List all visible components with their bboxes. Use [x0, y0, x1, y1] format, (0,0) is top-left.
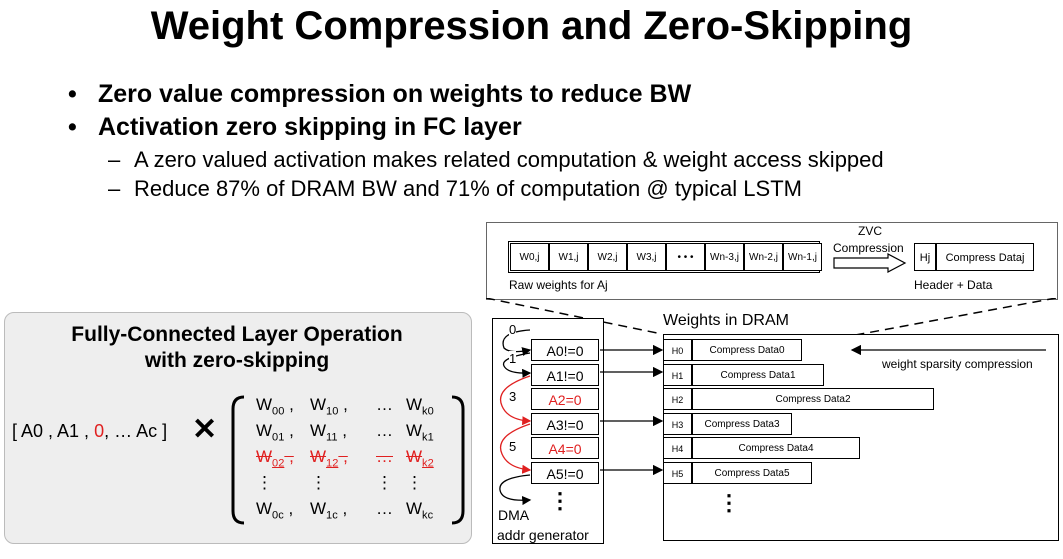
- step-label: 5: [509, 439, 517, 454]
- bullet-symbol: •: [68, 80, 77, 108]
- activation-entry: A2=0: [531, 388, 599, 410]
- matrix-cell: W0c ,: [256, 499, 294, 522]
- raw-weight-cell: • • •: [666, 243, 705, 271]
- bullet-text: Zero value compression on weights to red…: [98, 80, 692, 108]
- dram-data-cell: Compress Data3: [692, 412, 792, 435]
- weight-matrix: W00 , W10 , … Wk0 W01 , W11 , … Wk1 W02 , W12 , … W…: [256, 395, 456, 527]
- matrix-brackets: [231, 395, 465, 525]
- raw-weight-cell: W3,j: [627, 243, 666, 271]
- raw-weight-cell: Wn-2,j: [744, 243, 783, 271]
- dram-dots: ⋮: [718, 490, 740, 515]
- matrix-cell: ⋮: [406, 473, 423, 492]
- dram-header-cell: H0: [663, 339, 692, 361]
- matrix-cell: Wk2: [406, 447, 434, 470]
- bullet-symbol: •: [68, 113, 77, 141]
- matrix-cell: Wkc: [406, 499, 434, 522]
- matrix-cell: W12 ,: [310, 447, 348, 470]
- dash-symbol: –: [108, 147, 121, 172]
- vector-open: [ A0 , A1 ,: [12, 421, 90, 441]
- raw-weight-cell: W0,j: [510, 243, 549, 271]
- vector-zero: 0: [94, 421, 105, 441]
- zvc-label: ZVC: [858, 224, 882, 238]
- matrix-cell: …: [376, 395, 393, 414]
- dram-data-cell: Compress Data4: [692, 437, 860, 459]
- dram-data-cell: Compress Data0: [692, 339, 802, 361]
- matrix-cell: …: [376, 499, 393, 518]
- matrix-cell: W10 ,: [310, 395, 348, 418]
- activation-vector: [ A0 , A1 , 0, … Ac ]: [12, 421, 167, 442]
- fc-panel-title: Fully-Connected Layer Operation with zer…: [4, 322, 470, 374]
- matrix-cell: W1c ,: [310, 499, 348, 522]
- bullet-text: Activation zero skipping in FC layer: [98, 113, 522, 141]
- step-label: 3: [509, 389, 517, 404]
- sub-bullet-text: Reduce 87% of DRAM BW and 71% of computa…: [134, 176, 802, 201]
- activation-entry: A1!=0: [531, 363, 599, 386]
- pointer-arrows: [600, 344, 1046, 476]
- matrix-cell: W00 ,: [256, 395, 294, 418]
- addr-generator-label: addr generator: [497, 527, 589, 543]
- fc-layer-panel: [4, 312, 472, 544]
- sub-bullet-text: A zero valued activation makes related c…: [134, 147, 884, 172]
- dram-header-cell: H1: [663, 363, 692, 386]
- activation-entry: A3!=0: [531, 412, 599, 435]
- raw-weights-label: Raw weights for Aj: [509, 278, 608, 292]
- matrix-cell: W02 ,: [256, 447, 294, 470]
- dash-symbol: –: [108, 176, 121, 201]
- vector-close: , … Ac ]: [104, 421, 168, 441]
- dram-data-cell: Compress Data1: [692, 363, 824, 386]
- dram-data-cell: Compress Data2: [692, 388, 934, 410]
- fc-title-line2: with zero-skipping: [144, 349, 330, 372]
- step-label: 0: [509, 322, 517, 337]
- dram-header-cell: H2: [663, 388, 692, 410]
- raw-weight-cell: W1,j: [549, 243, 588, 271]
- matrix-cell: W11 ,: [310, 421, 347, 444]
- activation-entry: A4=0: [531, 437, 599, 459]
- fc-title-line1: Fully-Connected Layer Operation: [71, 323, 403, 346]
- dma-label: DMA: [498, 507, 530, 523]
- compress-data-cell: Compress Dataj: [936, 243, 1034, 271]
- dram-data-cell: Compress Data5: [692, 461, 812, 484]
- compression-arrow-icon: [833, 253, 907, 273]
- dma-dots: ⋮: [549, 488, 571, 513]
- matrix-cell: …: [376, 447, 393, 466]
- header-cell: Hj: [914, 243, 936, 271]
- matrix-cell: ⋮: [376, 473, 393, 492]
- raw-weight-cell: Wn-1,j: [783, 243, 822, 271]
- multiply-icon: ✕: [192, 413, 218, 446]
- dram-header-cell: H5: [663, 461, 692, 484]
- matrix-cell: W01 ,: [256, 421, 294, 444]
- raw-weight-cell: W2,j: [588, 243, 627, 271]
- activation-entry: A5!=0: [531, 461, 599, 484]
- matrix-cell: Wk1: [406, 421, 434, 444]
- activation-entry: A0!=0: [531, 339, 599, 361]
- header-data-label: Header + Data: [914, 278, 993, 292]
- matrix-cell: …: [376, 421, 393, 440]
- compression-label: Compression: [833, 241, 904, 255]
- dram-header-cell: H3: [663, 412, 692, 435]
- skip-arrows: [499, 329, 532, 506]
- dram-title: Weights in DRAM: [663, 312, 789, 329]
- matrix-cell: ⋮: [310, 473, 327, 492]
- step-label: 1: [509, 351, 517, 366]
- dram-header-cell: H4: [663, 437, 692, 459]
- page-title: Weight Compression and Zero-Skipping: [150, 4, 913, 48]
- matrix-cell: Wk0: [406, 395, 434, 418]
- raw-weight-cell: Wn-3,j: [705, 243, 744, 271]
- matrix-cell: ⋮: [256, 473, 273, 492]
- sparsity-label: weight sparsity compression: [882, 357, 1033, 371]
